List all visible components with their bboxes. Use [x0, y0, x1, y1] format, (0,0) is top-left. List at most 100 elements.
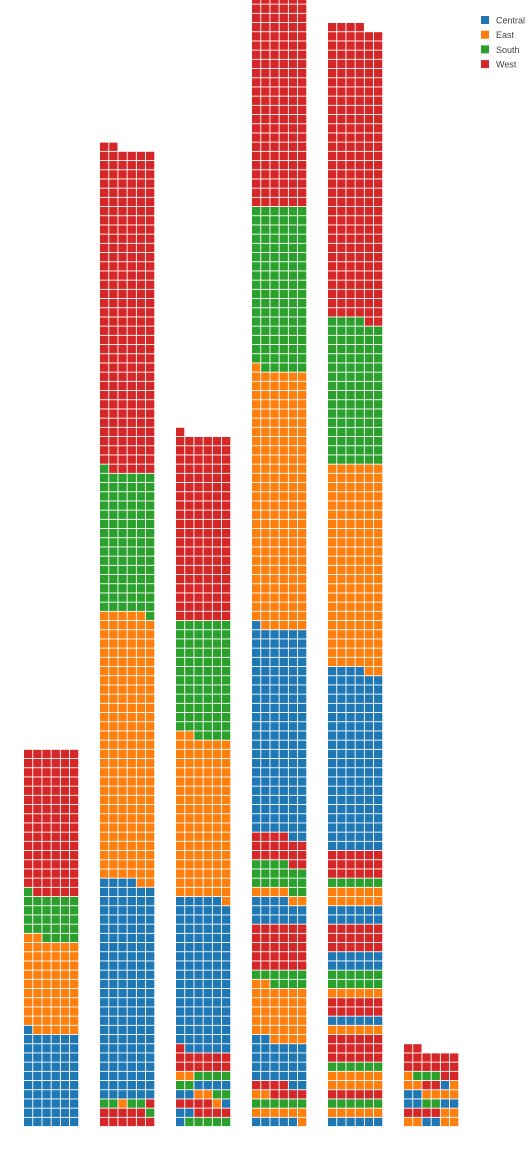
unit-cell-central [337, 795, 346, 805]
unit-cell-central [136, 906, 146, 915]
unit-cell-central [70, 1090, 79, 1099]
unit-cell-south [194, 657, 203, 667]
unit-cell-south [364, 326, 374, 335]
unit-cell-south [146, 538, 155, 547]
unit-cell-east [70, 961, 79, 970]
unit-cell-east [364, 657, 374, 667]
unit-cell-west [194, 602, 203, 611]
unit-cell-central [176, 952, 185, 961]
unit-cell-east [261, 529, 270, 538]
unit-cell-east [279, 501, 288, 510]
unit-cell-west [109, 243, 118, 253]
unit-cell-west [212, 437, 222, 446]
unit-cell-central [364, 759, 374, 768]
unit-cell-west [298, 1090, 307, 1099]
unit-cell-central [270, 630, 279, 639]
unit-cell-east [450, 1117, 459, 1127]
unit-cell-central [212, 1007, 222, 1016]
unit-cell-south [279, 860, 288, 869]
unit-cell-west [288, 151, 298, 161]
unit-cell-west [422, 1053, 431, 1062]
unit-cell-south [279, 363, 288, 372]
unit-cell-east [146, 814, 155, 823]
unit-cell-south [194, 630, 203, 639]
unit-cell-south [288, 354, 298, 363]
unit-cell-west [42, 759, 51, 768]
unit-cell-east [176, 731, 185, 740]
unit-cell-east [298, 400, 307, 409]
unit-cell-west [203, 565, 212, 575]
unit-cell-south [337, 970, 346, 979]
unit-cell-central [136, 915, 146, 924]
unit-cell-east [100, 851, 109, 860]
unit-cell-east [328, 529, 337, 538]
unit-cell-south [270, 207, 279, 216]
unit-cell-central [261, 897, 270, 906]
unit-cell-central [136, 979, 146, 989]
unit-cell-west [328, 41, 337, 50]
unit-cell-east [252, 409, 261, 418]
unit-cell-west [355, 243, 364, 253]
unit-cell-west [261, 0, 270, 4]
unit-cell-central [252, 676, 261, 685]
unit-cell-central [136, 1071, 146, 1081]
unit-cell-central [194, 1007, 203, 1016]
unit-cell-west [212, 547, 222, 556]
unit-cell-east [346, 575, 355, 584]
unit-cell-south [355, 437, 364, 446]
unit-cell-west [51, 823, 60, 832]
unit-cell-west [185, 1062, 194, 1071]
unit-cell-central [194, 998, 203, 1007]
unit-cell-east [146, 676, 155, 685]
unit-cell-west [146, 289, 155, 299]
unit-cell-south [146, 565, 155, 575]
unit-cell-west [279, 933, 288, 943]
unit-cell-central [109, 924, 118, 933]
unit-cell-west [24, 795, 33, 805]
unit-cell-central [203, 989, 212, 998]
unit-cell-central [279, 749, 288, 759]
unit-cell-west [346, 1007, 355, 1016]
unit-cell-south [374, 455, 383, 464]
unit-cell-east [118, 685, 127, 694]
unit-cell-east [252, 372, 261, 381]
unit-cell-south [346, 1099, 355, 1108]
unit-cell-central [337, 694, 346, 703]
unit-cell-east [346, 547, 355, 556]
unit-cell-west [279, 124, 288, 133]
unit-cell-east [136, 841, 146, 851]
unit-cell-east [298, 565, 307, 575]
unit-cell-west [355, 1053, 364, 1062]
unit-cell-west [146, 363, 155, 372]
unit-cell-west [270, 170, 279, 179]
unit-cell-west [146, 464, 155, 473]
unit-cell-central [118, 943, 127, 952]
unit-cell-south [212, 1117, 222, 1127]
unit-cell-east [355, 1071, 364, 1081]
unit-cell-west [355, 179, 364, 188]
unit-cell-central [118, 989, 127, 998]
unit-cell-central [261, 1071, 270, 1081]
unit-cell-west [194, 556, 203, 565]
unit-cell-east [127, 694, 136, 703]
unit-cell-east [185, 786, 194, 795]
unit-cell-west [261, 142, 270, 151]
unit-cell-east [185, 860, 194, 869]
unit-cell-central [100, 906, 109, 915]
unit-cell-south [136, 501, 146, 510]
unit-cell-west [176, 529, 185, 538]
unit-cell-west [364, 943, 374, 952]
unit-cell-east [42, 1016, 51, 1025]
unit-cell-west [288, 41, 298, 50]
unit-cell-west [364, 280, 374, 289]
unit-cell-west [346, 262, 355, 271]
unit-cell-east [288, 1108, 298, 1117]
unit-cell-west [100, 225, 109, 234]
unit-cell-central [364, 740, 374, 749]
unit-cell-south [298, 326, 307, 335]
unit-cell-central [279, 786, 288, 795]
unit-cell-south [203, 1071, 212, 1081]
unit-cell-east [298, 602, 307, 611]
unit-cell-south [288, 363, 298, 372]
unit-cell-central [136, 943, 146, 952]
